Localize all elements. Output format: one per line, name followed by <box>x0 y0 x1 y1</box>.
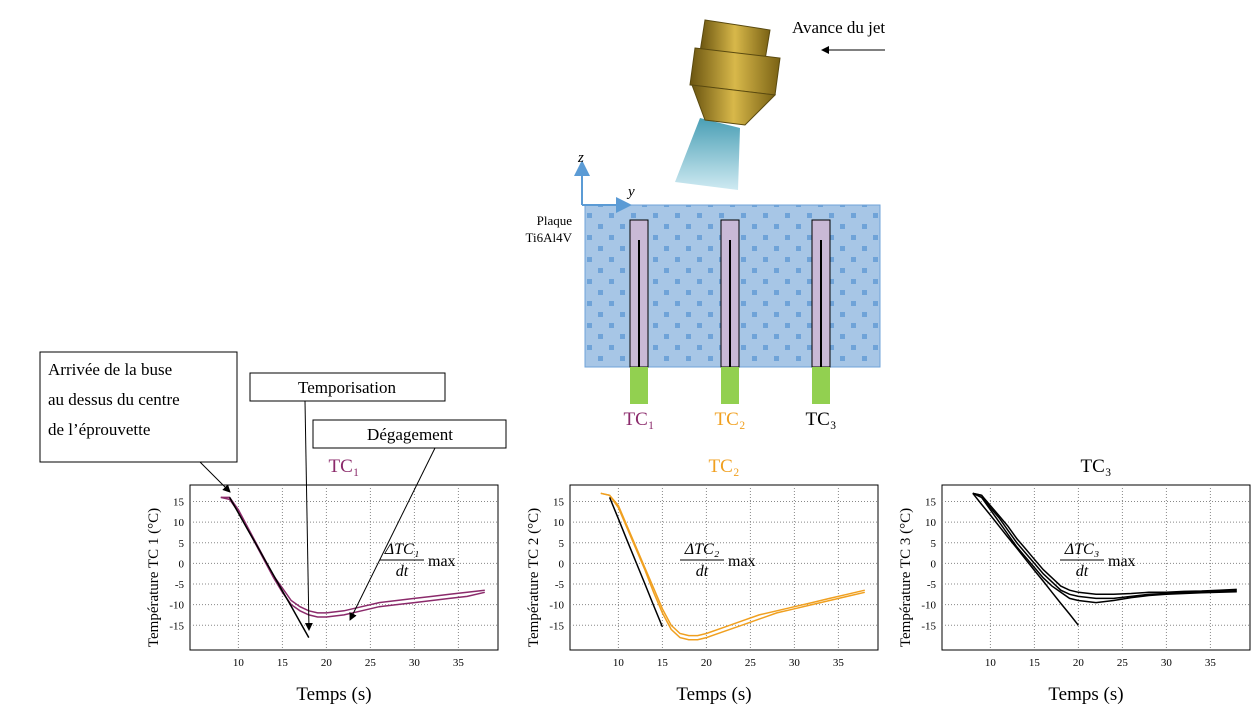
x-tick-label: 10 <box>985 657 997 669</box>
y-tick-label: -15 <box>169 620 184 632</box>
chart: -15 -10 -5 0 5 10 15 10 15 20 25 30 35 TC₂ Temps (s) Te… <box>526 456 879 705</box>
x-tick-label: 25 <box>1117 657 1129 669</box>
x-tick-label: 25 <box>365 657 377 669</box>
data-line <box>600 492 865 637</box>
diagram: Avance du jet z y Plaque Ti6Al4V TC₁ TC₂ T… <box>526 18 886 430</box>
x-tick-label: 35 <box>453 657 465 669</box>
y-tick-label: -10 <box>169 600 184 612</box>
chart-title: TC₁ <box>329 456 360 477</box>
y-tick-label: 15 <box>553 497 565 509</box>
y-tick-label: 5 <box>179 538 185 550</box>
formula-numerator: ΔTC₁ <box>384 541 420 558</box>
x-tick-label: 30 <box>789 657 801 669</box>
x-tick-label: 15 <box>1029 657 1041 669</box>
data-line <box>972 492 1237 600</box>
plate-label: Ti6Al4V <box>526 230 573 245</box>
annotation: Temporisation <box>298 378 396 397</box>
annotation-box <box>249 372 446 402</box>
thermocouple-connector <box>812 367 830 404</box>
y-tick-label: 0 <box>931 558 937 570</box>
plate-label: Plaque <box>537 213 573 228</box>
annotation: Arrivée de la buse <box>48 360 172 379</box>
thermocouple-connector <box>721 367 739 404</box>
x-axis-label: Temps (s) <box>1048 684 1123 705</box>
x-tick-label: 15 <box>657 657 669 669</box>
thermocouple-label: TC₁ <box>624 409 655 430</box>
y-tick-label: -5 <box>555 579 565 591</box>
y-axis-label: Température TC 2 (°C) <box>526 508 542 647</box>
formula-numerator: ΔTC₂ <box>684 541 720 558</box>
formula-numerator: ΔTC₃ <box>1064 541 1100 558</box>
data-line <box>228 497 310 638</box>
annotation-arrow <box>199 461 231 493</box>
annotation: au dessus du centre <box>48 390 180 409</box>
y-tick-label: -15 <box>549 620 564 632</box>
x-tick-label: 20 <box>1073 657 1085 669</box>
data-line <box>972 492 1237 604</box>
y-tick-label: -5 <box>175 579 185 591</box>
data-line <box>972 492 1237 596</box>
chart-title: TC₂ <box>709 456 740 477</box>
y-tick-label: 15 <box>925 497 937 509</box>
jet-label: Avance du jet <box>792 18 885 37</box>
annotations: Arrivée de la buse au dessus du centre d… <box>39 351 507 631</box>
y-tick-label: 10 <box>553 517 565 529</box>
plot-area <box>941 484 1251 651</box>
z-label: z <box>577 150 584 166</box>
nozzle-tip <box>691 84 777 126</box>
x-tick-label: 15 <box>277 657 289 669</box>
thermocouple-label: TC₂ <box>715 409 746 430</box>
y-tick-label: 0 <box>559 558 565 570</box>
y-tick-label: 15 <box>173 497 185 509</box>
chart: -15 -10 -5 0 5 10 15 10 15 20 25 30 35 TC₁ Temps (s) Te… <box>146 456 499 705</box>
x-tick-label: 25 <box>745 657 757 669</box>
data-line <box>972 492 1079 626</box>
plot-area <box>189 484 499 651</box>
y-tick-label: 0 <box>179 558 185 570</box>
data-line <box>608 497 664 628</box>
y-tick-label: 5 <box>559 538 565 550</box>
y-tick-label: 10 <box>925 517 937 529</box>
y-tick-label: -10 <box>921 600 936 612</box>
annotation-arrow <box>349 447 436 621</box>
thermocouple-connector <box>630 367 648 404</box>
x-tick-label: 20 <box>701 657 713 669</box>
y-axis-label: Température TC 1 (°C) <box>146 508 162 647</box>
chart-title: TC₃ <box>1081 456 1112 477</box>
annotation-arrow <box>304 400 313 631</box>
annotation-box <box>39 351 238 463</box>
thermocouple-label: TC₃ <box>806 409 837 430</box>
spray <box>675 118 740 190</box>
y-tick-label: 5 <box>931 538 937 550</box>
chart: -15 -10 -5 0 5 10 15 10 15 20 25 30 35 TC₃ Temps (s) Te… <box>898 456 1251 705</box>
formula-denominator: dt <box>696 563 709 580</box>
data-line <box>600 492 865 641</box>
x-tick-label: 20 <box>321 657 333 669</box>
x-tick-label: 35 <box>833 657 845 669</box>
formula-suffix: max <box>1108 553 1136 570</box>
data-line <box>220 496 485 614</box>
formula-denominator: dt <box>396 563 409 580</box>
y-axis-label: Température TC 3 (°C) <box>898 508 914 647</box>
x-tick-label: 35 <box>1205 657 1217 669</box>
annotation-box <box>312 419 507 449</box>
x-tick-label: 10 <box>613 657 625 669</box>
y-tick-label: 10 <box>173 517 185 529</box>
formula-suffix: max <box>728 553 756 570</box>
y-label: y <box>626 184 635 200</box>
x-axis-label: Temps (s) <box>676 684 751 705</box>
formula-suffix: max <box>428 553 456 570</box>
formula-denominator: dt <box>1076 563 1089 580</box>
y-tick-label: -15 <box>921 620 936 632</box>
x-tick-label: 10 <box>233 657 245 669</box>
x-tick-label: 30 <box>409 657 421 669</box>
y-tick-label: -10 <box>549 600 564 612</box>
y-tick-label: -5 <box>927 579 937 591</box>
x-tick-label: 30 <box>1161 657 1173 669</box>
annotation: de l’éprouvette <box>48 420 150 439</box>
x-axis-label: Temps (s) <box>296 684 371 705</box>
annotation: Dégagement <box>367 425 453 444</box>
